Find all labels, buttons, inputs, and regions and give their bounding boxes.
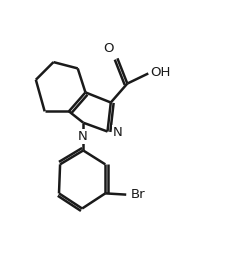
Text: O: O (103, 42, 114, 54)
Text: N: N (77, 130, 87, 143)
Text: Br: Br (130, 188, 145, 201)
Text: OH: OH (150, 66, 170, 79)
Text: N: N (112, 126, 122, 139)
